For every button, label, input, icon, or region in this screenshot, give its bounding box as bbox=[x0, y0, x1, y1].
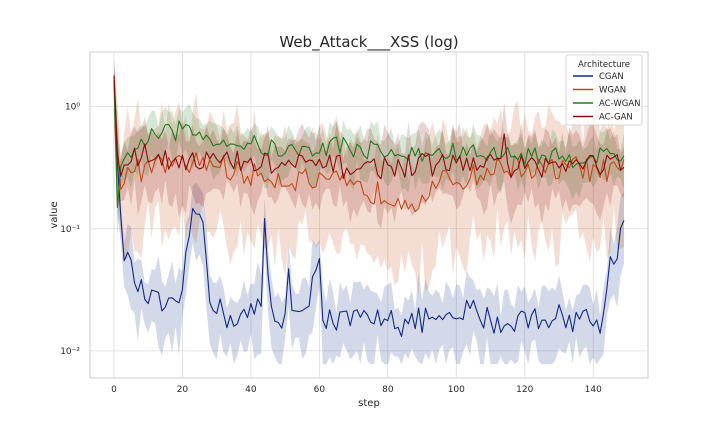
y-tick-label: 10⁰ bbox=[65, 103, 80, 113]
legend-title: Architecture bbox=[578, 60, 630, 70]
x-axis-label: step bbox=[358, 398, 380, 409]
band-ac-gan bbox=[114, 60, 624, 230]
band-cgan bbox=[114, 60, 624, 365]
x-tick-label: 40 bbox=[245, 385, 257, 395]
line-ac-wgan bbox=[113, 81, 625, 208]
legend-label-ac-gan: AC-GAN bbox=[599, 113, 633, 123]
series-lines bbox=[113, 75, 625, 337]
chart-title: Web_Attack___XSS (log) bbox=[279, 33, 458, 52]
legend: Architecture CGAN WGAN AC-WGAN AC-GAN bbox=[565, 54, 643, 126]
legend-box bbox=[565, 54, 643, 126]
legend-label-ac-wgan: AC-WGAN bbox=[599, 99, 641, 109]
line-cgan bbox=[113, 78, 625, 337]
x-tick-label: 80 bbox=[382, 385, 394, 395]
x-tick-label: 100 bbox=[448, 385, 465, 395]
tick-labels: 0 20 40 60 80 100 120 140 10⁻² 10⁻¹ 10⁰ bbox=[60, 103, 602, 395]
y-tick-label: 10⁻² bbox=[60, 347, 80, 357]
legend-label-wgan: WGAN bbox=[599, 86, 626, 96]
y-tick-label: 10⁻¹ bbox=[60, 225, 80, 235]
x-tick-label: 60 bbox=[314, 385, 326, 395]
x-tick-label: 140 bbox=[585, 385, 602, 395]
line-wgan bbox=[113, 75, 625, 213]
x-tick-label: 20 bbox=[177, 385, 189, 395]
legend-label-cgan: CGAN bbox=[599, 72, 624, 82]
gridlines bbox=[90, 52, 648, 378]
x-tick-label: 120 bbox=[516, 385, 533, 395]
y-axis-label: value bbox=[49, 201, 60, 228]
band-wgan bbox=[114, 60, 624, 296]
line-ac-gan bbox=[113, 75, 625, 180]
x-tick-label: 0 bbox=[111, 385, 117, 395]
